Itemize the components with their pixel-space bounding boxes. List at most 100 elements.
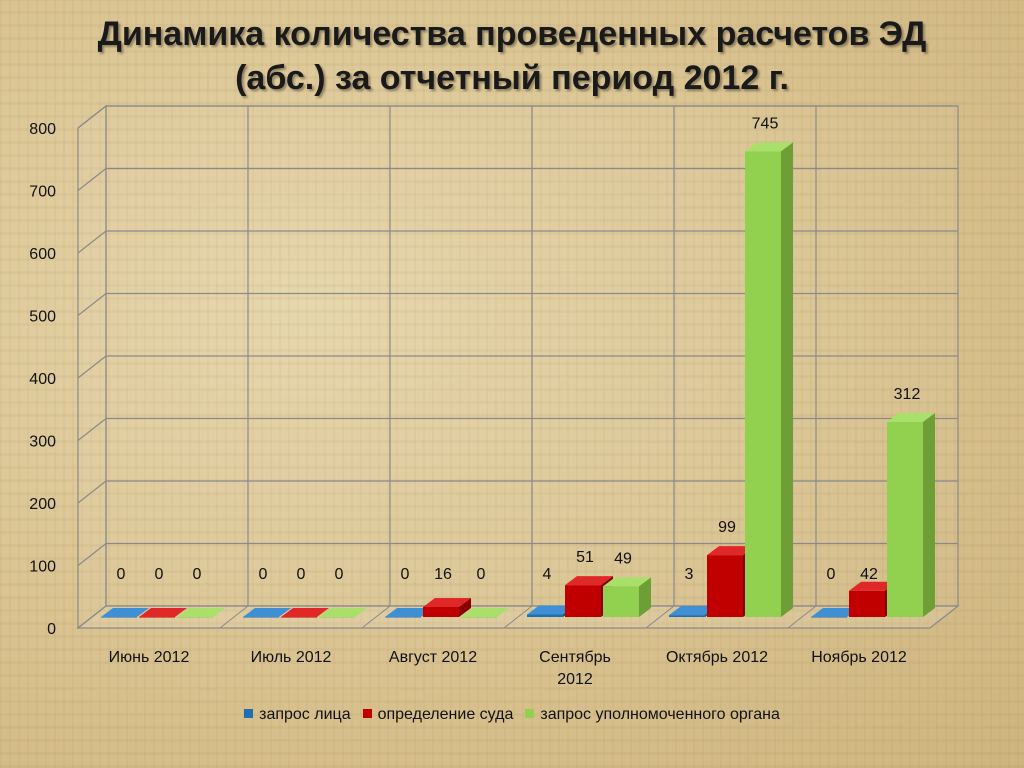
data-label: 0 [155, 566, 164, 583]
data-label: 0 [401, 566, 410, 583]
bar-2 [423, 598, 471, 617]
y-tick-label: 0 [47, 621, 56, 638]
legend-label: запрос лица [259, 706, 351, 723]
data-label: 3 [685, 566, 694, 583]
data-label: 745 [752, 115, 779, 132]
y-tick-label: 100 [29, 559, 56, 576]
x-tick-label: Ноябрь 2012 [811, 649, 907, 666]
bar-side [923, 413, 935, 617]
data-label: 4 [543, 566, 552, 583]
bar-top [281, 608, 329, 617]
bar-3 [177, 608, 225, 618]
bar-front [177, 617, 213, 618]
bar-top [811, 608, 859, 617]
legend-swatch [525, 709, 535, 718]
bar-3 [461, 608, 509, 618]
bar-front [243, 617, 279, 618]
legend-item-3: запрос уполномоченного органа [525, 706, 780, 724]
chart-title: Динамика количества проведенных расчетов… [0, 12, 1024, 100]
chart-legend: запрос лица определение суда запрос уполно… [0, 706, 1024, 724]
floor-divider [645, 605, 675, 629]
data-label: 0 [827, 566, 836, 583]
bar-front [139, 617, 175, 618]
bar-3 [745, 142, 793, 617]
bar-top [669, 606, 717, 616]
legend-label: определение суда [377, 706, 514, 723]
data-label: 0 [117, 566, 126, 583]
bar-top [745, 142, 793, 152]
bar-top [461, 608, 509, 617]
bar-1 [811, 608, 859, 618]
x-tick-label: Июнь 2012 [109, 649, 190, 666]
floor-divider [77, 605, 107, 629]
bar-1 [385, 608, 433, 618]
bar-side [459, 598, 471, 617]
y-tick-label: 800 [29, 121, 56, 138]
chart-title-line-2: (абс.) за отчетный период 2012 г. [235, 59, 789, 97]
bar-front [281, 617, 317, 618]
floor-divider [929, 605, 959, 629]
bar-2 [281, 608, 329, 618]
bar-top [385, 608, 433, 617]
bar-front [423, 607, 459, 617]
bar-front [527, 614, 563, 617]
bar-top [319, 608, 367, 617]
bar-side [781, 142, 793, 617]
bar-front [319, 617, 355, 618]
floor-divider [503, 605, 533, 629]
bar-top [177, 608, 225, 617]
bar-1 [101, 608, 149, 618]
bar-top [101, 608, 149, 617]
bar-top [243, 608, 291, 617]
bar-1 [243, 608, 291, 618]
data-label: 51 [576, 549, 594, 566]
legend-item-1: запрос лица [244, 706, 351, 724]
bar-top [565, 576, 613, 586]
y-tick-label: 200 [29, 496, 56, 513]
data-label: 49 [614, 550, 632, 567]
bar-front [565, 585, 601, 617]
data-label: 42 [860, 566, 878, 583]
bar-front [603, 586, 639, 617]
data-label: 0 [335, 566, 344, 583]
bar-front [707, 555, 743, 617]
bar-top [527, 605, 575, 615]
legend-swatch [244, 709, 254, 718]
bar-front [385, 617, 421, 618]
bar-front [669, 615, 705, 617]
legend-label: запрос уполномоченного органа [540, 706, 780, 723]
data-label: 0 [193, 566, 202, 583]
y-tick-label: 400 [29, 371, 56, 388]
x-tick-label: Июль 2012 [251, 649, 332, 666]
y-tick-label: 700 [29, 184, 56, 201]
data-label: 312 [894, 386, 921, 403]
bar-side [639, 577, 651, 617]
data-label: 0 [477, 566, 486, 583]
x-tick-label: Сентябрь 2012 [539, 649, 611, 688]
legend-item-2: определение суда [362, 706, 514, 724]
floor-divider [787, 605, 817, 629]
bar-top [423, 598, 471, 607]
y-tick-label: 500 [29, 309, 56, 326]
data-label: 99 [718, 519, 736, 536]
floor-divider [219, 605, 249, 629]
data-label: 16 [434, 566, 452, 583]
bar-front [887, 422, 923, 617]
bar-front [101, 617, 137, 618]
x-tick-label: Август 2012 [389, 649, 477, 666]
bar-3 [319, 608, 367, 618]
x-tick-label: Октябрь 2012 [666, 649, 768, 666]
bar-3 [887, 413, 935, 617]
bar-front [849, 590, 885, 617]
bar-front [461, 617, 497, 618]
y-tick-label: 300 [29, 434, 56, 451]
bar-top [849, 581, 897, 591]
bar-front [811, 617, 847, 618]
chart-title-line-1: Динамика количества проведенных расчетов… [97, 15, 927, 53]
bar-top [887, 413, 935, 422]
bar-top [603, 577, 651, 587]
bar-top [707, 546, 755, 556]
data-label: 0 [259, 566, 268, 583]
bar-front [745, 151, 781, 617]
